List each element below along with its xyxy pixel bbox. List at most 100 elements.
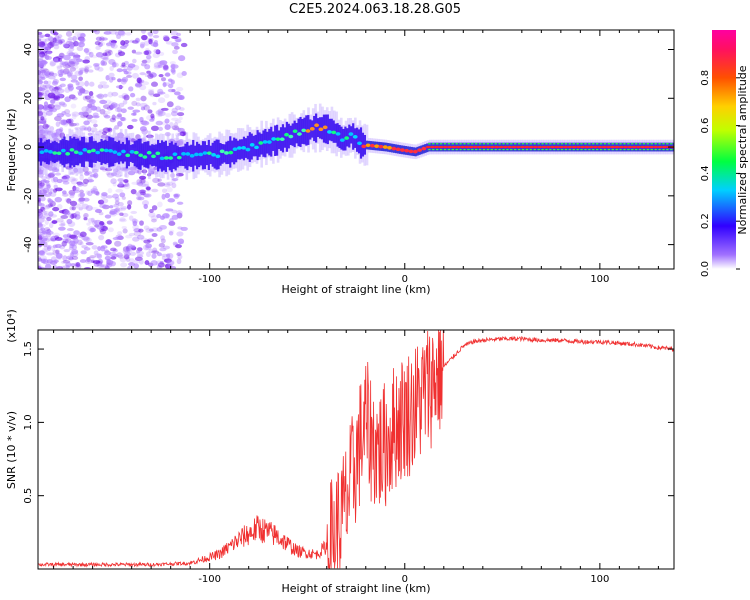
tone-core — [554, 145, 560, 149]
noise-dot — [161, 253, 169, 257]
tone-edge — [475, 143, 478, 145]
noise-dot — [38, 54, 43, 58]
tone-body — [160, 140, 164, 172]
tone-core — [391, 146, 397, 151]
noise-dot — [99, 55, 108, 60]
tone-edge — [588, 149, 591, 151]
tone-core — [533, 145, 538, 149]
noise-dot — [164, 124, 171, 130]
noise-dot — [53, 32, 59, 36]
noise-dot — [151, 205, 158, 211]
tone-edge — [670, 143, 673, 145]
tone-edge — [490, 143, 494, 145]
tone-core — [91, 148, 96, 153]
tone-edge — [666, 149, 669, 151]
noise-dot — [38, 217, 45, 223]
tone-body — [340, 126, 343, 150]
tone-body — [69, 136, 72, 168]
noise-dot — [94, 40, 101, 46]
noise-dot — [99, 81, 108, 85]
noise-dot — [175, 38, 182, 43]
noise-dot — [107, 227, 114, 233]
noise-dot — [75, 122, 80, 126]
noise-dot — [112, 193, 119, 199]
noise-dot — [38, 41, 41, 48]
tone-edge — [517, 149, 521, 151]
tone-edge — [459, 143, 462, 145]
noise-dot — [39, 51, 46, 58]
noise-dot — [132, 236, 140, 242]
noise-dot — [39, 53, 45, 58]
noise-dot — [51, 72, 58, 77]
tone-core — [176, 155, 182, 160]
noise-dot — [106, 258, 111, 264]
noise-dot — [99, 264, 105, 269]
tone-body — [326, 114, 329, 145]
noise-dot — [59, 77, 67, 82]
tone-edge — [447, 149, 451, 151]
tone-core — [648, 145, 654, 149]
noise-dot — [151, 81, 158, 87]
noise-dot — [38, 91, 41, 97]
noise-dot — [52, 232, 61, 238]
noise-dot — [38, 63, 44, 68]
noise-dot — [117, 132, 125, 139]
noise-dot — [40, 259, 47, 264]
tone-edge — [428, 143, 431, 145]
tone-core — [228, 150, 234, 155]
noise-dot — [57, 38, 65, 44]
noise-dot — [87, 95, 94, 100]
tone-edge — [580, 149, 583, 151]
tone-core — [352, 135, 358, 139]
tone-body — [82, 136, 86, 168]
noise-dot — [115, 136, 121, 141]
noise-dot — [104, 214, 112, 219]
tone-core — [610, 145, 616, 149]
noise-dot — [117, 231, 123, 236]
noise-dot — [82, 166, 89, 173]
noise-dot — [161, 188, 168, 194]
tone-body — [184, 143, 187, 169]
noise-dot — [175, 244, 182, 249]
tone-core — [576, 145, 581, 149]
noise-dot — [171, 182, 177, 189]
snr-series-line — [38, 330, 674, 569]
noise-dot — [99, 36, 105, 42]
tone-body — [348, 124, 351, 148]
tone-body — [155, 144, 158, 167]
noise-dot — [45, 231, 52, 238]
noise-dot — [39, 56, 44, 61]
noise-dot — [39, 196, 46, 202]
tone-core — [503, 145, 508, 149]
tone-core — [515, 145, 521, 149]
tone-core — [374, 144, 380, 148]
noise-dot — [38, 209, 44, 213]
noise-dot — [159, 224, 167, 230]
tone-core — [284, 132, 289, 137]
noise-dot — [108, 72, 115, 78]
tone-body — [330, 118, 333, 142]
noise-dot — [113, 203, 120, 208]
tone-body — [285, 121, 288, 152]
tone-edge — [607, 143, 611, 145]
noise-dot — [127, 170, 136, 176]
noise-dot — [38, 222, 44, 229]
noise-dot — [49, 126, 55, 132]
tone-body — [129, 144, 132, 162]
noise-dot — [49, 214, 58, 218]
noise-dot — [175, 105, 182, 111]
noise-dot — [143, 40, 150, 46]
tone-core — [593, 145, 598, 149]
noise-dot — [81, 111, 87, 115]
noise-dot — [66, 50, 74, 57]
tone-core — [305, 129, 311, 133]
noise-dot — [159, 247, 167, 252]
noise-dot — [85, 105, 91, 110]
noise-dot — [115, 114, 123, 119]
noise-dot — [150, 170, 159, 175]
noise-dot — [84, 80, 90, 87]
noise-dot — [71, 113, 77, 120]
noise-dot — [178, 139, 184, 145]
noise-dot — [144, 64, 151, 70]
tone-core — [52, 151, 58, 155]
